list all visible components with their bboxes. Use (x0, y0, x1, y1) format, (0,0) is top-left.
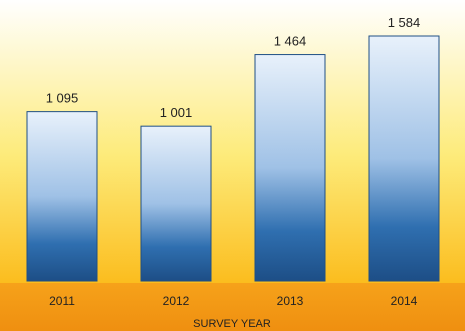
bar-2014 (368, 35, 440, 282)
value-label-2014: 1 584 (388, 15, 421, 30)
tick-label-2012: 2012 (163, 294, 190, 308)
bars-layer (26, 35, 440, 282)
tick-label-2013: 2013 (277, 294, 304, 308)
axis-band (0, 283, 465, 331)
value-label-2011: 1 095 (46, 91, 79, 106)
x-axis-title: SURVEY YEAR (193, 318, 271, 330)
value-label-2013: 1 464 (274, 34, 307, 49)
tick-label-2014: 2014 (391, 294, 418, 308)
tick-labels-layer: 2011 2012 2013 2014 (49, 294, 418, 308)
bar-2012 (140, 125, 212, 282)
tick-label-2011: 2011 (49, 294, 75, 308)
value-labels-layer: 1 095 1 001 1 464 1 584 (46, 15, 421, 120)
bar-2011 (26, 111, 98, 282)
value-label-2012: 1 001 (160, 105, 193, 120)
bar-2013 (254, 54, 326, 282)
